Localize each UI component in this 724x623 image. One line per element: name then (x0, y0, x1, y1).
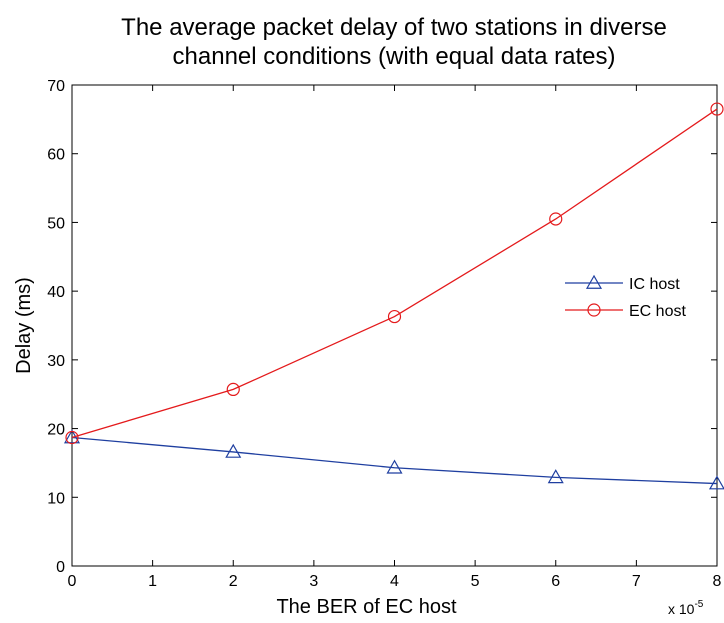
x-tick-label: 4 (390, 573, 399, 590)
series-circle (65, 102, 724, 445)
series-line (71, 108, 718, 439)
y-tick-label: 40 (47, 284, 65, 301)
data-point (710, 102, 724, 116)
series-triangle (63, 429, 724, 490)
y-tick-label: 0 (56, 559, 65, 576)
x-tick-label: 2 (229, 573, 238, 590)
y-tick-label: 60 (47, 147, 65, 164)
chart-title: The average packet delay of two stations… (121, 14, 667, 70)
x-axis-label: The BER of EC host (276, 596, 457, 618)
legend: IC host EC host (565, 274, 686, 320)
series-lines (63, 102, 724, 490)
x-tick-label: 7 (632, 573, 641, 590)
chart-title-line: The average packet delay of two stations… (121, 14, 667, 41)
y-tick-label: 70 (47, 78, 65, 95)
y-tick-label: 30 (47, 353, 65, 370)
data-point (547, 469, 564, 484)
plot-area (71, 84, 718, 567)
data-point (708, 475, 724, 490)
y-tick-label: 10 (47, 490, 65, 507)
x-tick-label: 6 (551, 573, 560, 590)
data-point (226, 382, 240, 397)
x-tick-label: 1 (148, 573, 157, 590)
chart-title-line: channel conditions (with equal data rate… (173, 43, 616, 70)
x-tick-label: 5 (471, 573, 480, 590)
legend-entry: EC host (565, 303, 686, 320)
data-point (387, 309, 402, 324)
data-point (386, 459, 403, 474)
legend-entry: IC host (565, 274, 680, 293)
legend-label: IC host (629, 276, 680, 293)
x-multiplier-base: x 10 (668, 601, 695, 617)
legend-marker (587, 303, 601, 317)
y-axis-label: Delay (ms) (13, 277, 35, 374)
x-tick-label: 3 (309, 573, 318, 590)
series-line (71, 436, 718, 485)
y-tick-label: 20 (47, 422, 65, 439)
x-tick-label: 8 (713, 573, 722, 590)
axis-ticks: 0 1 2 3 4 5 6 7 8 0 10 20 30 40 50 60 70 (47, 78, 721, 590)
legend-marker (585, 274, 603, 289)
x-axis-multiplier: x 10-5 (668, 599, 704, 617)
legend-label: EC host (629, 303, 686, 320)
x-tick-label: 0 (68, 573, 77, 590)
data-point (225, 443, 242, 458)
data-point (65, 430, 79, 445)
data-point (549, 212, 563, 226)
y-tick-label: 50 (47, 215, 65, 232)
x-multiplier-exponent: -5 (694, 599, 703, 610)
